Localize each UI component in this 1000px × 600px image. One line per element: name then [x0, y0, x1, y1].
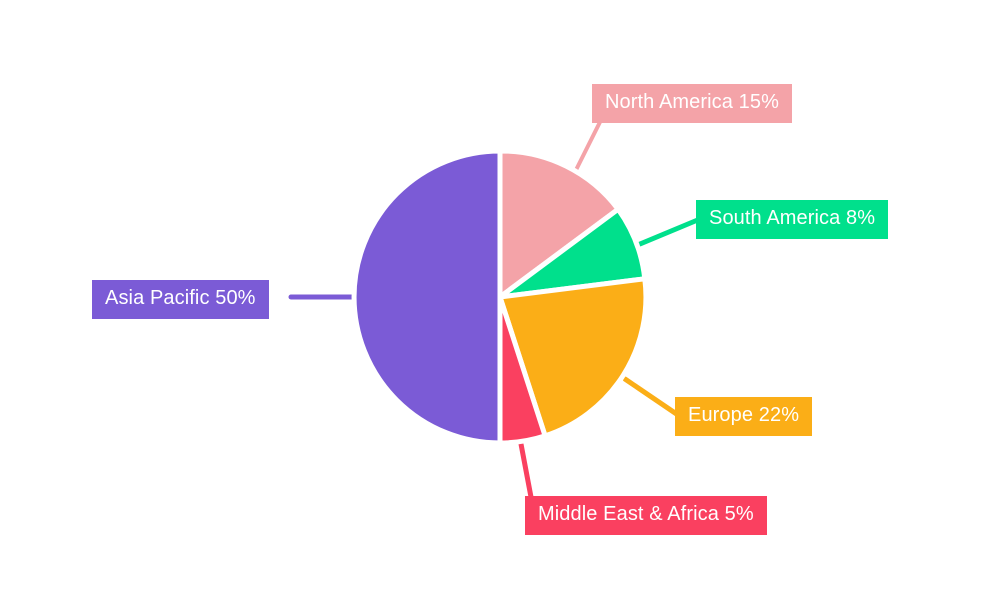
- pie-label-asia-pacific-text: Asia Pacific 50%: [105, 287, 256, 309]
- pie-label-south-america[interactable]: South America 8%: [696, 200, 889, 239]
- wedge-north-america[interactable]: [497, 148, 621, 300]
- pie-label-middle-east-africa[interactable]: Middle East & Africa 5%: [525, 496, 767, 535]
- wedge-asia-pacific[interactable]: [351, 148, 503, 446]
- leader-line-middle-east-africa: [518, 441, 534, 500]
- pie-label-south-america-text: South America 8%: [709, 207, 876, 229]
- pie-label-middle-east-africa-text: Middle East & Africa 5%: [538, 503, 754, 525]
- leader-line-south-america: [637, 216, 703, 247]
- pie-label-europe-text: Europe 22%: [688, 404, 800, 426]
- leader-line-europe: [622, 376, 681, 418]
- pie-label-north-america[interactable]: North America 15%: [592, 84, 792, 123]
- leader-lines: [288, 120, 703, 500]
- pie-label-europe[interactable]: Europe 22%: [675, 397, 813, 436]
- pie-label-asia-pacific[interactable]: Asia Pacific 50%: [92, 280, 269, 319]
- wedge-europe[interactable]: [497, 276, 649, 439]
- pie-wedges: [351, 148, 649, 446]
- leader-line-north-america: [570, 120, 602, 180]
- pie-label-north-america-text: North America 15%: [605, 91, 779, 113]
